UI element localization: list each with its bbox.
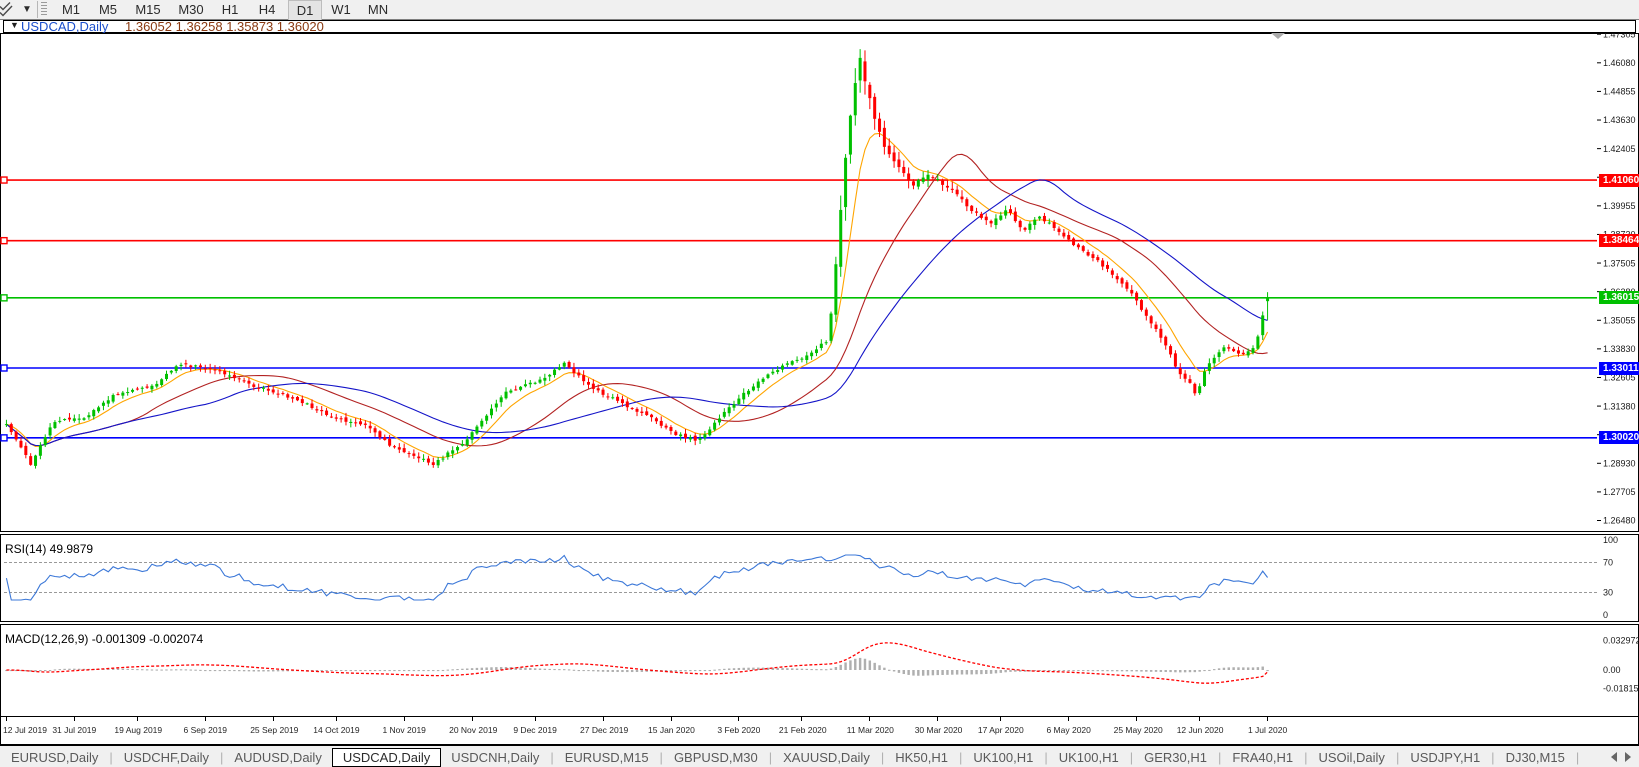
svg-text:1.44855: 1.44855 [1603,87,1636,97]
svg-text:1.27705: 1.27705 [1603,487,1636,497]
svg-text:1.26480: 1.26480 [1603,516,1636,526]
svg-text:1.43630: 1.43630 [1603,115,1636,125]
svg-text:1.33830: 1.33830 [1603,344,1636,354]
svg-text:100: 100 [1603,535,1618,545]
svg-text:1.37505: 1.37505 [1603,258,1636,268]
svg-text:1.39955: 1.39955 [1603,201,1636,211]
svg-text:1.47305: 1.47305 [1603,33,1636,39]
svg-text:1.31380: 1.31380 [1603,401,1636,411]
svg-text:1.35055: 1.35055 [1603,315,1636,325]
svg-text:1.46080: 1.46080 [1603,58,1636,68]
svg-text:0.00: 0.00 [1603,665,1621,675]
svg-text:30: 30 [1603,588,1613,598]
svg-text:1.28930: 1.28930 [1603,459,1636,469]
svg-text:-0.018154: -0.018154 [1603,683,1639,693]
svg-text:0.032972: 0.032972 [1603,635,1639,645]
svg-text:1.42405: 1.42405 [1603,144,1636,154]
svg-text:0: 0 [1603,610,1608,620]
svg-text:70: 70 [1603,558,1613,568]
